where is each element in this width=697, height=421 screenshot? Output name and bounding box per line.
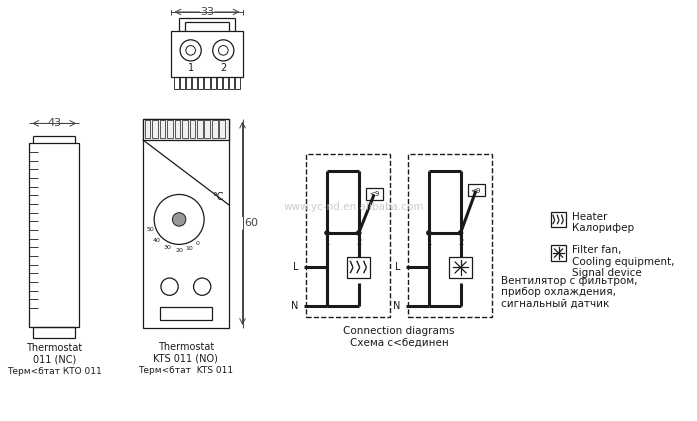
Text: 43: 43	[47, 118, 61, 128]
Bar	[347, 257, 370, 278]
Text: 40: 40	[153, 237, 160, 242]
Bar	[408, 154, 492, 317]
Bar	[180, 77, 185, 89]
Text: 60: 60	[245, 218, 259, 228]
Bar	[152, 120, 158, 138]
Text: Thermostat: Thermostat	[158, 342, 214, 352]
Text: 10: 10	[186, 246, 194, 251]
Text: L: L	[395, 261, 400, 272]
Bar	[174, 77, 179, 89]
Text: Терм<бтат КТО 011: Терм<бтат КТО 011	[7, 367, 102, 376]
Circle shape	[172, 213, 186, 226]
Bar	[229, 77, 234, 89]
Circle shape	[458, 230, 463, 235]
Text: 50: 50	[146, 227, 154, 232]
Text: Heater: Heater	[572, 211, 607, 221]
Text: 011 (NC): 011 (NC)	[33, 354, 76, 365]
Bar	[217, 77, 222, 89]
Bar	[171, 31, 243, 77]
Bar	[33, 327, 75, 338]
Text: Thermostat: Thermostat	[26, 343, 82, 353]
Bar	[204, 120, 210, 138]
Bar	[186, 77, 191, 89]
Text: 2: 2	[458, 238, 464, 247]
Bar	[367, 188, 383, 200]
Text: прибор охлаждения,: прибор охлаждения,	[501, 288, 616, 297]
Bar	[167, 120, 173, 138]
Bar	[551, 212, 566, 227]
Bar	[182, 120, 187, 138]
Text: N: N	[291, 301, 298, 311]
Bar	[190, 120, 195, 138]
Bar	[192, 77, 197, 89]
Circle shape	[356, 230, 361, 235]
Text: сигнальный датчик: сигнальный датчик	[501, 299, 609, 309]
Text: Терм<бтат  KTS 011: Терм<бтат KTS 011	[138, 366, 233, 375]
Text: Калорифер: Калорифер	[572, 223, 634, 233]
Bar	[174, 120, 181, 138]
Bar	[220, 120, 225, 138]
Text: <9: <9	[369, 192, 379, 197]
Bar	[199, 77, 204, 89]
Text: 1: 1	[187, 63, 194, 73]
Text: 33: 33	[200, 7, 214, 17]
Bar	[306, 154, 390, 317]
Text: Cooling equipment,: Cooling equipment,	[572, 257, 675, 266]
Text: Filter fan,: Filter fan,	[572, 245, 621, 255]
Bar	[144, 120, 151, 138]
Bar	[212, 120, 217, 138]
Bar	[197, 120, 203, 138]
Text: 1: 1	[427, 238, 431, 247]
Text: Connection diagrams: Connection diagrams	[344, 326, 455, 336]
Text: 2: 2	[220, 63, 227, 73]
Bar	[143, 119, 229, 140]
Bar	[29, 143, 79, 327]
Circle shape	[325, 230, 330, 235]
Bar	[160, 120, 165, 138]
Bar	[210, 77, 215, 89]
Text: 20: 20	[175, 248, 183, 253]
Bar	[551, 245, 566, 261]
Bar	[449, 257, 472, 278]
Text: 0: 0	[196, 241, 200, 246]
Circle shape	[427, 230, 431, 235]
Text: L: L	[293, 261, 298, 272]
Text: 2: 2	[356, 238, 361, 247]
Text: °C: °C	[212, 192, 223, 203]
Text: Схема с<бединен: Схема с<бединен	[350, 337, 448, 347]
Text: 30: 30	[164, 245, 171, 250]
Text: 1: 1	[324, 238, 330, 247]
Bar	[204, 77, 210, 89]
Bar	[235, 77, 240, 89]
Text: www.yc-nd.en.alibaba.com: www.yc-nd.en.alibaba.com	[284, 202, 424, 212]
Text: KTS 011 (NO): KTS 011 (NO)	[153, 354, 218, 364]
Text: Signal device: Signal device	[572, 268, 642, 278]
Bar	[143, 119, 229, 328]
Bar	[160, 307, 212, 320]
Text: <9: <9	[470, 188, 481, 194]
Bar	[223, 77, 228, 89]
Text: N: N	[392, 301, 400, 311]
Text: Вентилятор с фильтром,: Вентилятор с фильтром,	[501, 276, 638, 286]
Bar	[468, 184, 484, 196]
